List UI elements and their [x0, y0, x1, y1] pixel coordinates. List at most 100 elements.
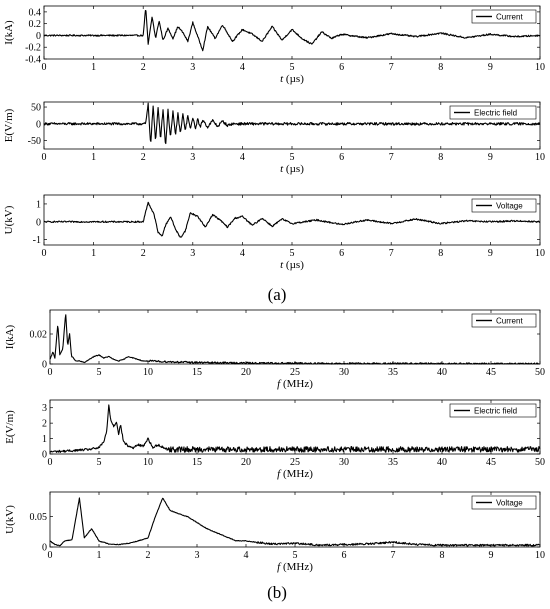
x-tick-label: 25	[290, 457, 300, 468]
x-tick-label: 35	[388, 457, 398, 468]
legend-box	[471, 198, 537, 213]
y-tick-label: 0	[36, 119, 41, 130]
x-tick-label: 5	[97, 367, 102, 378]
x-tick-label: 25	[290, 367, 300, 378]
x-tick-label: 7	[391, 550, 396, 561]
x-tick-label: 0	[48, 457, 53, 468]
legend-label: Current	[496, 317, 523, 326]
chart-4: 0 5 10 15 20 25 30 35 40 45 50 0 0.02 f (MHz) I(kA) Cur…	[4, 309, 545, 390]
x-tick-label: 4	[240, 62, 245, 73]
legend-box	[471, 9, 537, 24]
x-tick-label: 10	[143, 367, 153, 378]
x-tick-label: 45	[486, 457, 496, 468]
series-line	[43, 9, 541, 52]
panel-label-b: (b)	[267, 583, 287, 602]
x-tick-label: 3	[190, 62, 195, 73]
y-tick-label: 1	[36, 199, 41, 210]
x-tick-label: 0	[48, 367, 53, 378]
x-tick-label: 5	[290, 62, 295, 73]
y-tick-label: 0.4	[29, 7, 42, 18]
x-tick-label: 8	[438, 152, 443, 163]
x-tick-label: 10	[535, 62, 545, 73]
x-axis-label: f (MHz)	[277, 561, 313, 573]
x-tick-label: 2	[141, 152, 146, 163]
x-tick-label: 3	[190, 152, 195, 163]
x-tick-label: 0	[42, 152, 47, 163]
legend-label: Voltage	[496, 499, 523, 508]
x-tick-label: 3	[195, 550, 200, 561]
panel-label-a: (a)	[268, 285, 287, 304]
chart-6: 0 1 2 3 4 5 6 7 8 9 10 0 0.05 f (MHz) U(kV) Voltage	[4, 491, 545, 573]
x-tick-label: 50	[535, 367, 545, 378]
x-tick-label: 9	[488, 62, 493, 73]
x-tick-label: 3	[190, 248, 195, 259]
legend-label: Voltage	[496, 202, 523, 211]
x-tick-label: 6	[339, 62, 344, 73]
x-tick-label: 7	[389, 248, 394, 259]
series-line	[43, 201, 541, 238]
x-tick-label: 5	[290, 248, 295, 259]
plot-frame	[49, 491, 541, 548]
x-tick-label: 9	[488, 152, 493, 163]
y-tick-label: -50	[28, 136, 41, 147]
legend-box	[471, 313, 537, 328]
chart-5: 0 5 10 15 20 25 30 35 40 45 50 0 1 2 3 f (MHz) E(V/m) Ele…	[4, 399, 545, 480]
legend-box	[471, 495, 537, 510]
x-tick-label: 6	[339, 248, 344, 259]
x-tick-label: 5	[290, 152, 295, 163]
y-axis-label: I(kA)	[4, 324, 16, 349]
y-tick-label: 0	[42, 450, 47, 461]
y-tick-label: 0	[36, 217, 41, 228]
x-tick-label: 4	[240, 152, 245, 163]
x-tick-label: 7	[389, 62, 394, 73]
x-tick-label: 6	[342, 550, 347, 561]
legend-box	[449, 105, 537, 120]
x-tick-label: 9	[489, 550, 494, 561]
x-axis-label: t (µs)	[280, 73, 304, 85]
x-tick-label: 5	[293, 550, 298, 561]
x-tick-label: 6	[339, 152, 344, 163]
y-tick-label: -0.4	[25, 55, 41, 66]
x-tick-label: 2	[141, 62, 146, 73]
y-tick-label: 2	[42, 419, 47, 430]
x-tick-label: 4	[240, 248, 245, 259]
y-tick-label: -0.2	[25, 43, 41, 54]
x-tick-label: 35	[388, 367, 398, 378]
legend-box	[449, 403, 537, 418]
y-tick-label: 0	[42, 360, 47, 371]
y-axis-label: E(V/m)	[4, 410, 16, 444]
x-tick-label: 20	[241, 457, 251, 468]
y-axis-label: U(kV)	[4, 505, 16, 534]
y-tick-label: 0	[42, 543, 47, 554]
y-axis-label: E(V/m)	[3, 108, 15, 142]
y-axis-label: U(kV)	[3, 205, 15, 234]
x-axis-label: t (µs)	[280, 163, 304, 175]
x-tick-label: 10	[535, 550, 545, 561]
x-tick-label: 15	[192, 367, 202, 378]
x-tick-label: 8	[438, 62, 443, 73]
y-tick-label: 3	[42, 403, 47, 414]
x-tick-label: 7	[389, 152, 394, 163]
x-tick-label: 5	[97, 457, 102, 468]
y-tick-label: 50	[31, 103, 41, 114]
x-tick-label: 8	[438, 248, 443, 259]
plot-frame	[43, 5, 541, 60]
x-tick-label: 15	[192, 457, 202, 468]
x-axis-label: f (MHz)	[277, 468, 313, 480]
x-tick-label: 20	[241, 367, 251, 378]
x-tick-label: 4	[244, 550, 249, 561]
series-line	[49, 497, 541, 547]
series-line	[49, 314, 541, 365]
x-tick-label: 50	[535, 457, 545, 468]
x-tick-label: 30	[339, 367, 349, 378]
plot-frame	[49, 309, 541, 365]
y-axis-label: I(kA)	[3, 20, 15, 45]
x-tick-label: 1	[91, 248, 96, 259]
x-tick-label: 1	[91, 152, 96, 163]
x-tick-label: 10	[535, 152, 545, 163]
chart-1: 0 1 2 3 4 5 6 7 8 9 10-0.4-0.200.20.4t (µs)I(kA)Cu…	[3, 5, 545, 85]
x-tick-label: 10	[535, 248, 545, 259]
legend-label: Current	[496, 13, 523, 22]
x-tick-label: 8	[440, 550, 445, 561]
